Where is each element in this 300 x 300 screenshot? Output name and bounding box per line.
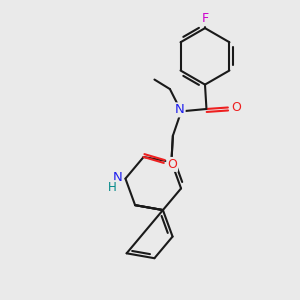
Text: O: O: [231, 101, 241, 114]
Text: H: H: [108, 181, 116, 194]
Text: N: N: [175, 103, 184, 116]
Text: N: N: [113, 171, 123, 184]
Text: F: F: [201, 12, 208, 25]
Text: O: O: [167, 158, 177, 171]
